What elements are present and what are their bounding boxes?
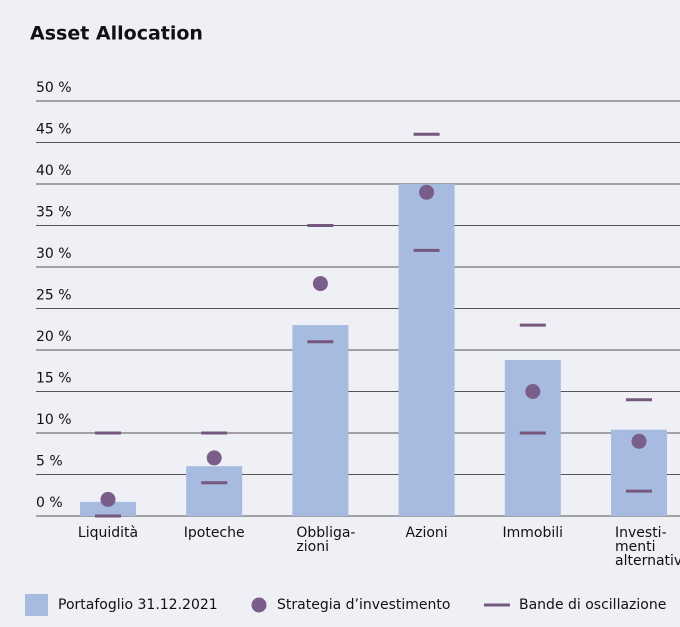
y-tick-label: 25 %: [36, 288, 72, 304]
y-tick-label: 5 %: [36, 454, 63, 470]
y-tick-label: 0 %: [36, 495, 63, 511]
y-tick-label: 10 %: [36, 412, 72, 428]
y-tick-label: 45 %: [36, 122, 72, 138]
strategy-dot: [419, 184, 435, 200]
chart-title: Asset Allocation: [30, 23, 203, 45]
legend-label: Strategia d’investimento: [277, 597, 450, 613]
y-tick-label: 30 %: [36, 246, 72, 262]
strategy-dot: [525, 384, 541, 399]
x-tick-label: Obbliga-zioni: [296, 525, 355, 555]
bar: [80, 501, 136, 516]
y-tick-label: 35 %: [36, 205, 72, 221]
strategy-dot: [206, 450, 222, 466]
x-tick-label: Azioni: [406, 525, 448, 541]
y-tick-label: 40 %: [36, 163, 72, 179]
strategy-dot: [100, 491, 116, 507]
strategy-dot: [631, 433, 647, 449]
legend-label: Portafoglio 31.12.2021: [58, 597, 218, 613]
bar: [398, 184, 455, 516]
y-tick-label: 20 %: [36, 329, 72, 345]
strategy-dot: [312, 276, 328, 292]
x-tick-label: Investi-menti alternativi: [615, 525, 680, 569]
x-tick-label: Liquidità: [78, 525, 138, 541]
bar: [292, 325, 349, 516]
bar: [186, 466, 243, 516]
y-tick-label: 50 %: [36, 80, 72, 96]
x-tick-label: Ipoteche: [184, 525, 245, 541]
legend-dot: [251, 597, 267, 613]
legend-label: Bande di oscillazione: [519, 597, 666, 613]
x-tick-label: Immobili: [503, 525, 564, 541]
bar: [504, 359, 561, 516]
legend-swatch: [25, 594, 48, 616]
y-tick-label: 15 %: [36, 371, 72, 387]
